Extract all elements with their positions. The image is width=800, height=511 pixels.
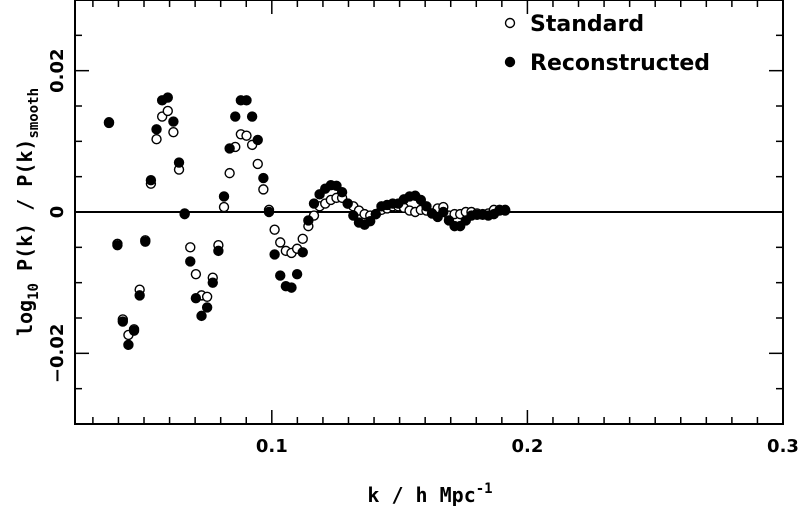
reconstructed-point [269,249,280,260]
legend-marker-reconstructed [504,56,516,68]
standard-point [224,167,235,179]
reconstructed-point [179,208,190,220]
reconstructed-point [499,205,511,216]
reconstructed-point [162,92,173,103]
x-tick-label: 0.1 [256,436,288,457]
standard-point [201,291,213,302]
legend: Standard Reconstructed [504,12,710,76]
reconstructed-point [348,210,359,221]
y-axis-title: log10 P(k) / P(k)smooth [13,88,42,336]
reconstructed-point [218,191,230,202]
legend-marker-standard [504,17,516,29]
reconstructed-point [415,194,427,206]
reconstructed-point [370,208,382,220]
legend-label-reconstructed: Reconstructed [530,51,710,76]
reconstructed-point [103,117,115,128]
reconstructed-point [134,290,145,301]
reconstructed-point [342,198,353,209]
reconstructed-point [151,124,162,135]
reconstructed-point [421,201,432,212]
svg-text:k / h Mpc-1: k / h Mpc-1 [367,481,492,507]
standard-point [185,242,196,253]
series-reconstructed [103,92,511,351]
reconstructed-point [336,187,348,198]
reconstructed-point [303,215,314,226]
reconstructed-point [297,247,308,258]
standard-point [218,201,230,213]
reconstructed-point [112,240,123,251]
reconstructed-point [140,236,151,247]
y-axis-label-sub-smooth: smooth [26,88,42,139]
standard-point [297,233,308,245]
x-axis-label: k / h Mpc [367,483,475,507]
reconstructed-point [275,270,286,281]
standard-point [258,184,269,195]
reconstructed-point [438,206,449,218]
reconstructed-point [117,316,128,327]
reconstructed-point [145,174,157,186]
y-tick-label: 0 [47,206,68,219]
reconstructed-point [207,277,218,288]
standard-point [151,134,162,145]
reconstructed-point [252,134,263,146]
standard-point [162,105,173,117]
y-axis-label-log: log [13,300,37,336]
x-axis-label-superscript: -1 [476,481,493,497]
reconstructed-point [331,180,342,192]
reconstructed-point [263,206,275,218]
reconstructed-point [286,282,297,293]
y-axis-label-middle: P(k) / P(k) [13,139,37,284]
svg-text:log10 P(k) / P(k)smooth: log10 P(k) / P(k)smooth [13,88,42,336]
x-tick-label: 0.2 [511,436,543,457]
standard-point [241,130,252,141]
y-tick-label: 0.02 [47,48,68,92]
reconstructed-point [196,310,207,322]
legend-label-standard: Standard [530,12,644,37]
y-axis-label-sub-10: 10 [26,283,42,300]
reconstructed-point [308,198,320,209]
standard-point [275,237,286,248]
reconstructed-point [213,245,224,257]
standard-point [269,224,280,235]
reconstructed-point [291,268,303,280]
standard-point [252,158,263,170]
reconstructed-point [190,293,202,304]
reconstructed-point [230,111,241,122]
reconstructed-point [128,325,140,336]
y-tick-label: −0.02 [47,324,68,384]
reconstructed-point [365,215,376,227]
x-axis-title: k / h Mpc-1 [367,481,492,507]
standard-point [190,268,202,280]
standard-point [168,126,179,138]
reconstructed-point [241,95,252,106]
reconstructed-point [224,143,235,154]
x-tick-label: 0.3 [767,436,799,457]
reconstructed-point [173,157,185,168]
axis-ticks: 0.1 0.2 0.3 0.02 0 −0.02 [47,0,799,457]
series-layer [103,92,511,351]
reconstructed-point [201,302,213,313]
reconstructed-point [168,116,179,127]
reconstructed-point [123,339,134,351]
reconstructed-point [246,111,258,122]
reconstructed-point [185,256,196,267]
reconstructed-point [258,172,269,184]
